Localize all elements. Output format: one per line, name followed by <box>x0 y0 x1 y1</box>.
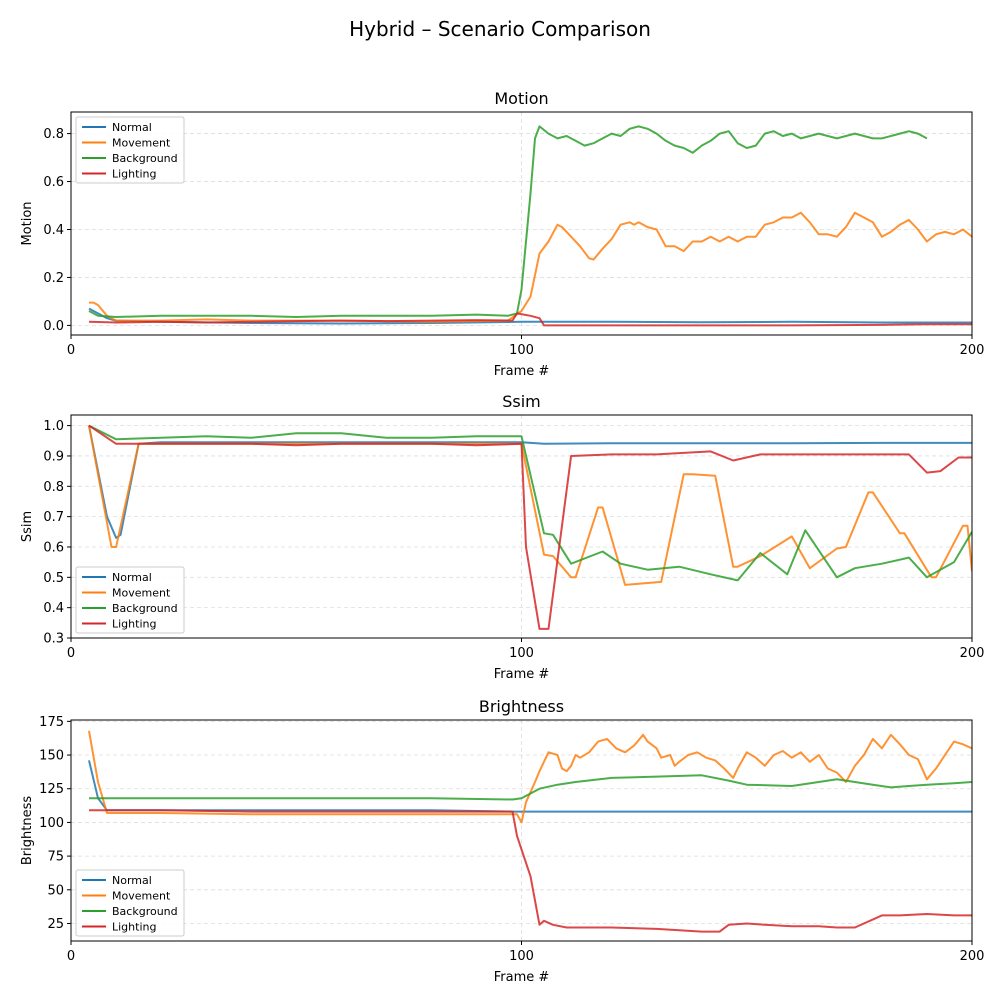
chart-motion-series-lighting <box>88 312 972 327</box>
chart-brightness-legend-label-background: Background <box>112 905 178 918</box>
chart-brightness-legend-label-lighting: Lighting <box>112 921 156 934</box>
chart-motion-series-movement <box>89 211 972 323</box>
chart-ssim: 0.3 0.4 0.5 0.6 0.7 0.8 0.9 1.0 0 100 200 Ssim Frame… <box>20 392 984 682</box>
chart-brightness-legend-label-movement: Movement <box>112 890 171 903</box>
chart-ssim-xtick-label-2: 200 <box>960 646 985 661</box>
chart-brightness-legend-label-normal: Normal <box>112 874 152 887</box>
chart-ssim-legend: Normal Movement Background Lighting <box>75 566 185 634</box>
chart-motion-xtick-label-1: 100 <box>509 343 534 358</box>
chart-ssim-ytick-label-4: 0.7 <box>43 510 64 525</box>
chart-motion-ytick-label-1: 0.2 <box>43 271 64 286</box>
chart-brightness-ylabel: Brightness <box>20 796 35 865</box>
chart-ssim-ytick-label-7: 1.0 <box>43 419 64 434</box>
chart-motion-ytick-label-4: 0.8 <box>43 127 64 142</box>
chart-brightness-ytick-label-2: 75 <box>47 850 64 865</box>
chart-brightness-title: Brightness <box>479 697 564 716</box>
chart-motion-legend-label-background: Background <box>112 152 178 165</box>
chart-motion-xlabel: Frame # <box>494 364 550 379</box>
chart-motion-ytick-label-2: 0.4 <box>43 223 64 238</box>
chart-brightness-xtick-label-2: 200 <box>960 949 985 964</box>
chart-brightness-series-movement <box>88 730 972 824</box>
chart-ssim-legend-label-movement: Movement <box>112 587 171 600</box>
chart-ssim-ytick-label-5: 0.8 <box>43 480 64 495</box>
chart-ssim-legend-label-background: Background <box>112 602 178 615</box>
chart-motion-series-background <box>88 125 928 318</box>
chart-motion-legend-box <box>75 116 185 184</box>
chart-brightness-series-lighting <box>89 809 972 933</box>
chart-brightness-xtick-label-0: 0 <box>67 949 75 964</box>
chart-motion-legend-label-lighting: Lighting <box>112 168 156 181</box>
chart-ssim-legend-box <box>75 566 185 634</box>
chart-motion-ytick-label-3: 0.6 <box>43 175 64 190</box>
chart-motion-legend: Normal Movement Background Lighting <box>75 116 185 184</box>
chart-motion-legend-label-normal: Normal <box>112 121 152 134</box>
chart-brightness-xlabel: Frame # <box>494 970 550 985</box>
chart-brightness-ytick-label-1: 50 <box>47 883 64 898</box>
chart-ssim-series-movement <box>88 425 972 586</box>
chart-brightness-ytick-label-4: 125 <box>39 782 64 797</box>
chart-ssim-series-background <box>88 424 972 582</box>
chart-ssim-title: Ssim <box>502 392 541 411</box>
figure-title: Hybrid – Scenario Comparison <box>349 17 651 41</box>
chart-brightness-series-background <box>89 774 972 801</box>
chart-ssim-ytick-label-3: 0.6 <box>43 540 64 555</box>
chart-brightness-xtick-label-1: 100 <box>509 949 534 964</box>
chart-motion: 0.0 0.2 0.4 0.6 0.8 0 100 200 Motion Frame # Motio… <box>20 89 985 379</box>
chart-brightness-legend: Normal Movement Background Lighting <box>75 869 185 937</box>
chart-ssim-ytick-label-0: 0.3 <box>43 632 64 647</box>
chart-ssim-series-normal <box>88 425 972 539</box>
chart-ssim-legend-label-normal: Normal <box>112 571 152 584</box>
chart-ssim-ytick-label-2: 0.5 <box>43 571 64 586</box>
chart-ssim-xtick-label-0: 0 <box>67 646 75 661</box>
chart-brightness-axes-frame <box>70 719 973 942</box>
chart-ssim-legend-label-lighting: Lighting <box>112 618 156 631</box>
chart-brightness-series-normal <box>88 760 972 813</box>
chart-ssim-xlabel: Frame # <box>494 667 550 682</box>
chart-ssim-ytick-label-6: 0.9 <box>43 449 64 464</box>
chart-ssim-ytick-label-1: 0.4 <box>43 601 64 616</box>
chart-brightness-ytick-label-0: 25 <box>47 917 64 932</box>
chart-brightness-ytick-label-6: 175 <box>39 715 64 730</box>
panels: 0.0 0.2 0.4 0.6 0.8 0 100 200 Motion Frame # Motio… <box>20 89 985 985</box>
chart-ssim-series-lighting <box>88 424 972 630</box>
chart-motion-legend-label-movement: Movement <box>112 137 171 150</box>
chart-brightness-ytick-label-5: 150 <box>39 749 64 764</box>
chart-brightness-legend-box <box>75 869 185 937</box>
chart-motion-xtick-label-2: 200 <box>960 343 985 358</box>
chart-ssim-ylabel: Ssim <box>20 511 35 542</box>
chart-ssim-xtick-label-1: 100 <box>509 646 534 661</box>
chart-motion-title: Motion <box>494 89 548 108</box>
chart-brightness-ytick-label-3: 100 <box>39 816 64 831</box>
chart-motion-ytick-label-0: 0.0 <box>43 319 64 334</box>
chart-motion-ylabel: Motion <box>20 201 35 245</box>
chart-motion-xtick-label-0: 0 <box>67 343 75 358</box>
chart-brightness: 25 50 75 100 125 150 175 0 100 200 Brightness Frame… <box>20 697 984 985</box>
chart-motion-series-normal <box>88 307 972 325</box>
